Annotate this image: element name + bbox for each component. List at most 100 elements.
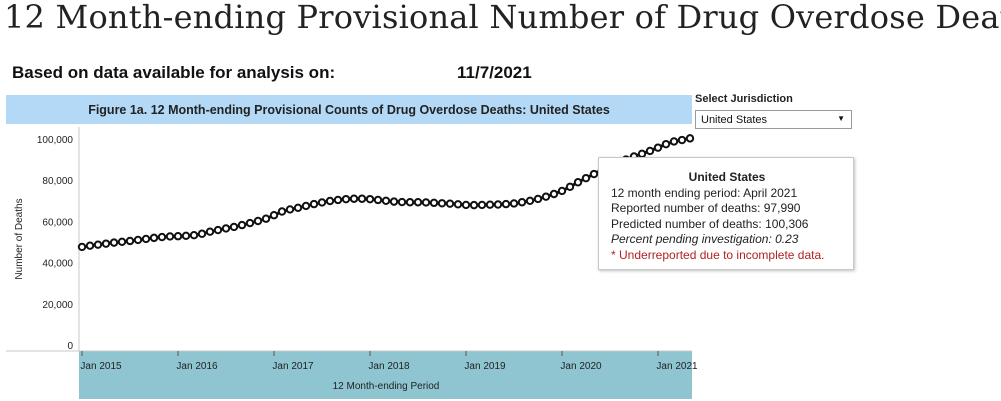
y-axis-title: Number of Deaths	[14, 198, 25, 279]
data-availability-date: 11/7/2021	[457, 63, 532, 82]
data-point[interactable]	[485, 200, 495, 209]
x-tick-label: Jan 2020	[560, 361, 602, 372]
data-point[interactable]	[581, 173, 591, 183]
data-point[interactable]	[357, 194, 367, 203]
x-tick-label: Jan 2017	[272, 361, 314, 372]
data-point[interactable]	[669, 137, 679, 146]
data-point[interactable]	[85, 241, 95, 250]
data-point[interactable]	[557, 186, 567, 196]
data-point[interactable]	[253, 216, 263, 226]
data-point[interactable]	[469, 200, 479, 210]
data-point[interactable]	[437, 199, 447, 208]
data-point[interactable]	[269, 211, 279, 220]
data-point[interactable]	[685, 134, 695, 143]
data-point[interactable]	[541, 192, 551, 201]
jurisdiction-dropdown[interactable]: United States ▼	[695, 110, 852, 129]
tooltip-predicted: Predicted number of deaths: 100,306	[611, 216, 809, 231]
data-point[interactable]	[445, 199, 455, 208]
x-axis-title: 12 Month-ending Period	[333, 381, 440, 392]
data-point[interactable]	[549, 189, 559, 199]
data-point[interactable]	[277, 207, 287, 216]
data-point[interactable]	[397, 197, 407, 207]
data-point[interactable]	[333, 195, 343, 205]
data-point[interactable]	[157, 232, 167, 242]
data-point[interactable]	[453, 200, 463, 209]
y-tick-label: 40,000	[42, 259, 73, 270]
x-tick-label: Jan 2016	[176, 361, 218, 372]
data-point[interactable]	[509, 199, 519, 208]
data-point[interactable]	[197, 229, 207, 238]
data-point[interactable]	[173, 232, 183, 241]
data-point[interactable]	[261, 214, 271, 223]
data-point[interactable]	[413, 198, 423, 207]
data-point[interactable]	[461, 200, 471, 210]
x-axis-band	[79, 351, 692, 399]
data-point[interactable]	[101, 239, 111, 248]
data-point[interactable]	[653, 143, 663, 152]
data-point[interactable]	[133, 235, 143, 245]
y-tick-label: 60,000	[42, 217, 73, 228]
data-point[interactable]	[373, 195, 383, 205]
data-point[interactable]	[149, 233, 159, 243]
data-point[interactable]	[677, 135, 687, 145]
tooltip-pending: Percent pending investigation: 0.23	[611, 232, 799, 246]
data-point[interactable]	[93, 240, 103, 249]
data-point[interactable]	[141, 234, 151, 244]
y-tick-label: 100,000	[37, 135, 74, 146]
y-tick-label: 80,000	[42, 176, 73, 187]
data-point[interactable]	[77, 242, 87, 252]
data-point[interactable]	[293, 203, 303, 213]
data-point[interactable]	[205, 227, 215, 236]
data-point[interactable]	[125, 236, 135, 246]
data-point[interactable]	[229, 222, 239, 232]
jurisdiction-label: Select Jurisdiction	[695, 93, 793, 105]
data-point[interactable]	[501, 199, 511, 209]
data-point[interactable]	[477, 200, 487, 210]
data-point[interactable]	[493, 200, 503, 209]
x-tick-label: Jan 2018	[368, 361, 410, 372]
data-point[interactable]	[349, 194, 359, 203]
data-point[interactable]	[189, 231, 199, 240]
data-point[interactable]	[525, 196, 535, 206]
x-tick-label: Jan 2015	[80, 361, 122, 372]
data-point[interactable]	[317, 198, 327, 207]
data-point[interactable]	[109, 238, 119, 247]
hover-tooltip: United States 12 month ending period: Ap…	[598, 157, 854, 270]
data-point[interactable]	[221, 224, 231, 233]
figure-title: Figure 1a. 12 Month-ending Provisional C…	[88, 102, 610, 117]
data-point[interactable]	[517, 198, 527, 207]
data-point[interactable]	[117, 237, 127, 246]
data-point[interactable]	[429, 198, 439, 208]
data-point[interactable]	[565, 182, 575, 191]
data-point[interactable]	[381, 196, 391, 206]
data-point[interactable]	[285, 205, 295, 214]
x-tick-label: Jan 2019	[464, 361, 506, 372]
y-tick-label: 0	[67, 341, 73, 352]
figure-header: Figure 1a. 12 Month-ending Provisional C…	[6, 95, 692, 124]
data-point[interactable]	[533, 194, 543, 204]
tooltip-title: United States	[688, 170, 766, 184]
dropdown-arrow-icon[interactable]: ▼	[837, 114, 845, 123]
data-point[interactable]	[341, 194, 351, 204]
jurisdiction-selected-value: United States	[701, 114, 768, 126]
data-point[interactable]	[301, 201, 311, 211]
data-point[interactable]	[245, 218, 255, 228]
x-tick-label: Jan 2021	[656, 361, 698, 372]
data-point[interactable]	[389, 197, 399, 206]
data-point[interactable]	[165, 232, 175, 241]
data-point[interactable]	[237, 220, 247, 230]
data-point[interactable]	[645, 146, 655, 156]
data-point[interactable]	[573, 178, 583, 187]
data-point[interactable]	[405, 198, 415, 207]
y-tick-label: 20,000	[42, 300, 73, 311]
data-point[interactable]	[309, 199, 319, 209]
data-point[interactable]	[181, 231, 191, 241]
tooltip-period: 12 month ending period: April 2021	[611, 185, 798, 200]
data-point[interactable]	[365, 194, 375, 204]
tooltip-note: * Underreported due to incomplete data.	[611, 247, 825, 262]
data-point[interactable]	[325, 196, 335, 206]
data-point[interactable]	[421, 198, 431, 207]
data-point[interactable]	[661, 139, 671, 149]
data-point[interactable]	[213, 225, 223, 235]
data-point[interactable]	[589, 169, 599, 179]
